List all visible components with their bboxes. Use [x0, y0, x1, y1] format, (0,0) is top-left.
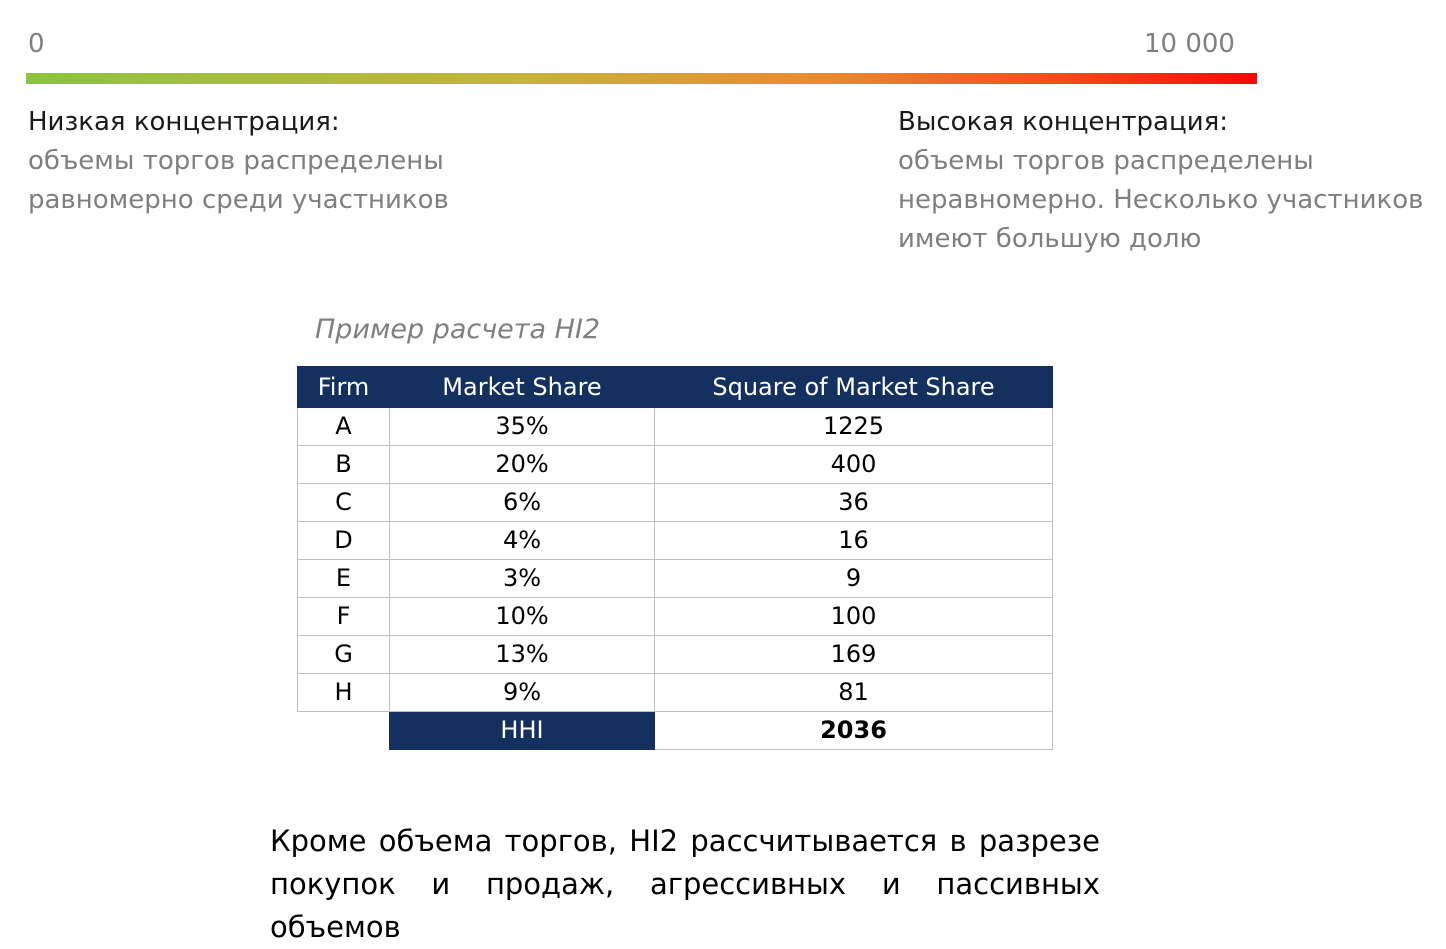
- square-cell: 400: [654, 445, 1053, 484]
- firm-cell: E: [297, 559, 390, 598]
- firm-cell: C: [297, 483, 390, 522]
- share-cell: 20%: [389, 445, 655, 484]
- square-cell: 81: [654, 673, 1053, 712]
- header-market-share: Market Share: [389, 366, 655, 408]
- table-row: E 3% 9: [297, 559, 1053, 598]
- scale-min-label: 0: [28, 29, 45, 59]
- table-row: D 4% 16: [297, 521, 1053, 560]
- square-cell: 169: [654, 635, 1053, 674]
- share-cell: 9%: [389, 673, 655, 712]
- table-total-row: HHI 2036: [298, 711, 1053, 750]
- share-cell: 3%: [389, 559, 655, 598]
- header-firm: Firm: [297, 366, 390, 408]
- high-concentration-block: Высокая концентрация: объемы торгов расп…: [898, 103, 1446, 259]
- square-cell: 1225: [654, 407, 1053, 446]
- share-cell: 4%: [389, 521, 655, 560]
- square-cell: 100: [654, 597, 1053, 636]
- share-cell: 13%: [389, 635, 655, 674]
- scale-max-label: 10 000: [1144, 29, 1235, 59]
- header-square-market-share: Square of Market Share: [654, 366, 1053, 408]
- high-concentration-desc-line1: объемы торгов распределены: [898, 146, 1314, 176]
- share-cell: 35%: [389, 407, 655, 446]
- footnote-text: Кроме объема торгов, HI2 рассчитывается …: [270, 824, 1100, 944]
- low-concentration-desc-line1: объемы торгов распределены: [28, 146, 444, 176]
- firm-cell: A: [297, 407, 390, 446]
- hhi-label-cell: HHI: [389, 711, 655, 750]
- hhi-value-cell: 2036: [654, 711, 1053, 750]
- low-concentration-block: Низкая концентрация: объемы торгов распр…: [28, 103, 588, 220]
- firm-cell: D: [297, 521, 390, 560]
- table-header-row: Firm Market Share Square of Market Share: [297, 366, 1053, 408]
- firm-cell: B: [297, 445, 390, 484]
- example-caption: Пример расчета HI2: [315, 314, 601, 345]
- table-row: A 35% 1225: [297, 407, 1053, 446]
- hhi-table: Firm Market Share Square of Market Share…: [297, 366, 1053, 750]
- square-cell: 9: [654, 559, 1053, 598]
- share-cell: 6%: [389, 483, 655, 522]
- firm-cell: H: [297, 673, 390, 712]
- square-cell: 36: [654, 483, 1053, 522]
- firm-cell: G: [297, 635, 390, 674]
- concentration-gradient-bar: [26, 73, 1257, 84]
- high-concentration-title: Высокая концентрация:: [898, 107, 1228, 137]
- table-row: H 9% 81: [297, 673, 1053, 712]
- share-cell: 10%: [389, 597, 655, 636]
- square-cell: 16: [654, 521, 1053, 560]
- high-concentration-desc-line2: неравномерно. Несколько участников: [898, 185, 1424, 215]
- low-concentration-desc-line2: равномерно среди участников: [28, 185, 449, 215]
- low-concentration-title: Низкая концентрация:: [28, 107, 340, 137]
- high-concentration-desc-line3: имеют большую долю: [898, 224, 1202, 254]
- total-blank-cell: [298, 712, 390, 750]
- table-row: C 6% 36: [297, 483, 1053, 522]
- firm-cell: F: [297, 597, 390, 636]
- table-row: G 13% 169: [297, 635, 1053, 674]
- table-row: F 10% 100: [297, 597, 1053, 636]
- table-row: B 20% 400: [297, 445, 1053, 484]
